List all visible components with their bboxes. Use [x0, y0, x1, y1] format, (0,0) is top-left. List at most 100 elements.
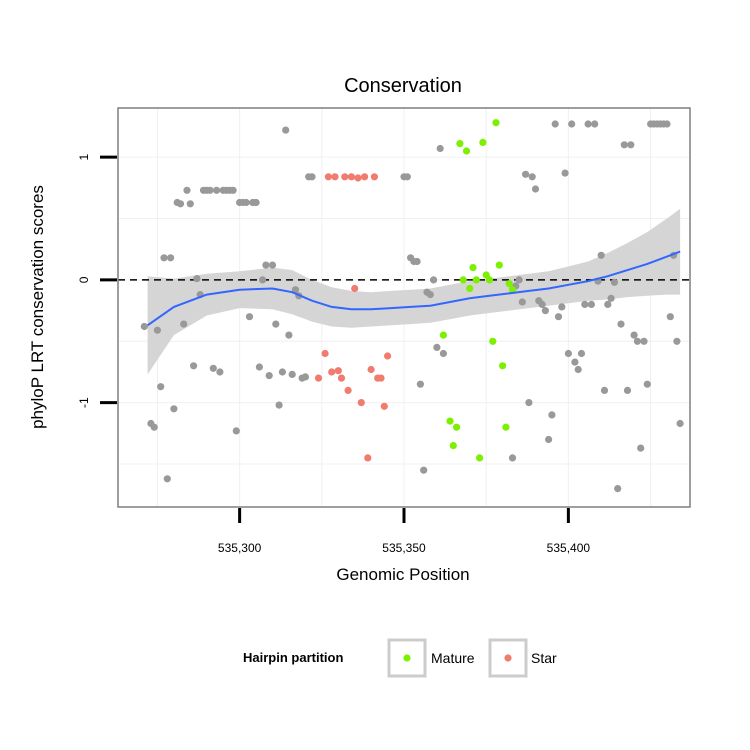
data-point	[344, 386, 352, 394]
data-point	[676, 419, 684, 428]
data-point	[439, 349, 447, 358]
data-point	[341, 173, 349, 181]
y-axis: -1 0 1	[77, 153, 117, 408]
data-point	[600, 386, 609, 394]
data-point	[495, 261, 503, 269]
data-point	[502, 423, 510, 431]
data-point	[265, 372, 273, 380]
series-other	[140, 120, 684, 493]
data-point	[367, 365, 375, 374]
chart-title: Conservation	[344, 75, 462, 97]
data-point	[453, 423, 461, 431]
data-point	[666, 313, 674, 321]
data-point	[420, 466, 428, 474]
data-point	[633, 337, 642, 345]
legend-label: Star	[531, 650, 557, 666]
data-point	[193, 275, 201, 283]
data-point	[614, 485, 622, 493]
data-point	[554, 313, 563, 321]
data-point	[462, 147, 471, 155]
data-point	[324, 173, 332, 181]
data-point	[216, 368, 224, 376]
data-point	[209, 364, 217, 372]
data-point	[476, 454, 484, 462]
data-point	[272, 320, 280, 328]
data-point	[604, 300, 612, 308]
data-point	[426, 291, 434, 299]
data-point	[456, 140, 464, 148]
y-tick-label: 1	[77, 153, 91, 160]
data-point	[242, 198, 250, 207]
data-point	[180, 320, 188, 328]
legend-entry-mature: Mature	[387, 638, 475, 678]
data-point	[314, 374, 323, 382]
data-point	[545, 435, 553, 444]
data-point	[403, 173, 411, 181]
data-point	[571, 358, 579, 366]
data-point	[584, 120, 592, 128]
x-tick-label: 535,350	[382, 541, 426, 555]
data-point	[459, 276, 467, 284]
data-point	[285, 331, 293, 339]
data-point	[301, 373, 309, 381]
data-point	[568, 120, 576, 128]
data-point	[558, 303, 566, 311]
data-point	[167, 254, 175, 262]
data-point	[436, 144, 444, 153]
data-point	[160, 254, 168, 262]
data-point	[541, 307, 550, 315]
data-point	[357, 399, 365, 407]
data-point	[505, 280, 513, 288]
data-point	[157, 383, 165, 391]
data-point	[268, 261, 277, 269]
data-point	[449, 442, 457, 450]
data-point	[347, 173, 355, 181]
data-point	[637, 444, 645, 452]
data-point	[377, 374, 385, 382]
legend-key-point	[403, 654, 411, 662]
legend-key	[488, 638, 528, 678]
data-point	[640, 337, 648, 345]
data-point	[176, 200, 185, 208]
data-point	[469, 264, 477, 272]
data-point	[561, 169, 569, 177]
y-axis-title: phyloP LRT conservation scores	[28, 185, 47, 429]
legend: Hairpin partition Mature Star	[243, 638, 557, 678]
data-point	[627, 141, 635, 149]
legend-entry-star: Star	[488, 638, 557, 678]
data-point	[607, 294, 615, 302]
data-point	[528, 173, 536, 181]
data-point	[153, 326, 161, 334]
data-point	[140, 322, 148, 331]
data-point	[548, 411, 556, 419]
data-point	[170, 405, 178, 413]
data-point	[479, 138, 487, 146]
data-point	[380, 402, 388, 410]
data-point	[620, 141, 628, 149]
data-point	[446, 417, 454, 425]
data-point	[282, 126, 290, 134]
data-point	[591, 120, 599, 128]
data-point	[617, 320, 625, 328]
data-point	[564, 349, 573, 358]
data-point	[291, 286, 300, 294]
data-point	[508, 286, 517, 294]
data-point	[259, 276, 267, 284]
data-point	[163, 475, 171, 483]
data-point	[321, 349, 329, 358]
data-point	[472, 276, 480, 284]
data-point	[499, 362, 507, 370]
data-point	[485, 276, 494, 284]
data-point	[351, 284, 359, 293]
data-point	[673, 337, 681, 345]
data-point	[489, 337, 497, 345]
data-point	[643, 380, 651, 388]
data-point	[232, 427, 240, 435]
data-point	[413, 257, 421, 266]
data-point	[213, 186, 221, 194]
data-point	[288, 370, 296, 378]
data-point	[245, 313, 254, 321]
data-point	[331, 173, 339, 181]
x-axis-title: Genomic Position	[336, 565, 469, 584]
